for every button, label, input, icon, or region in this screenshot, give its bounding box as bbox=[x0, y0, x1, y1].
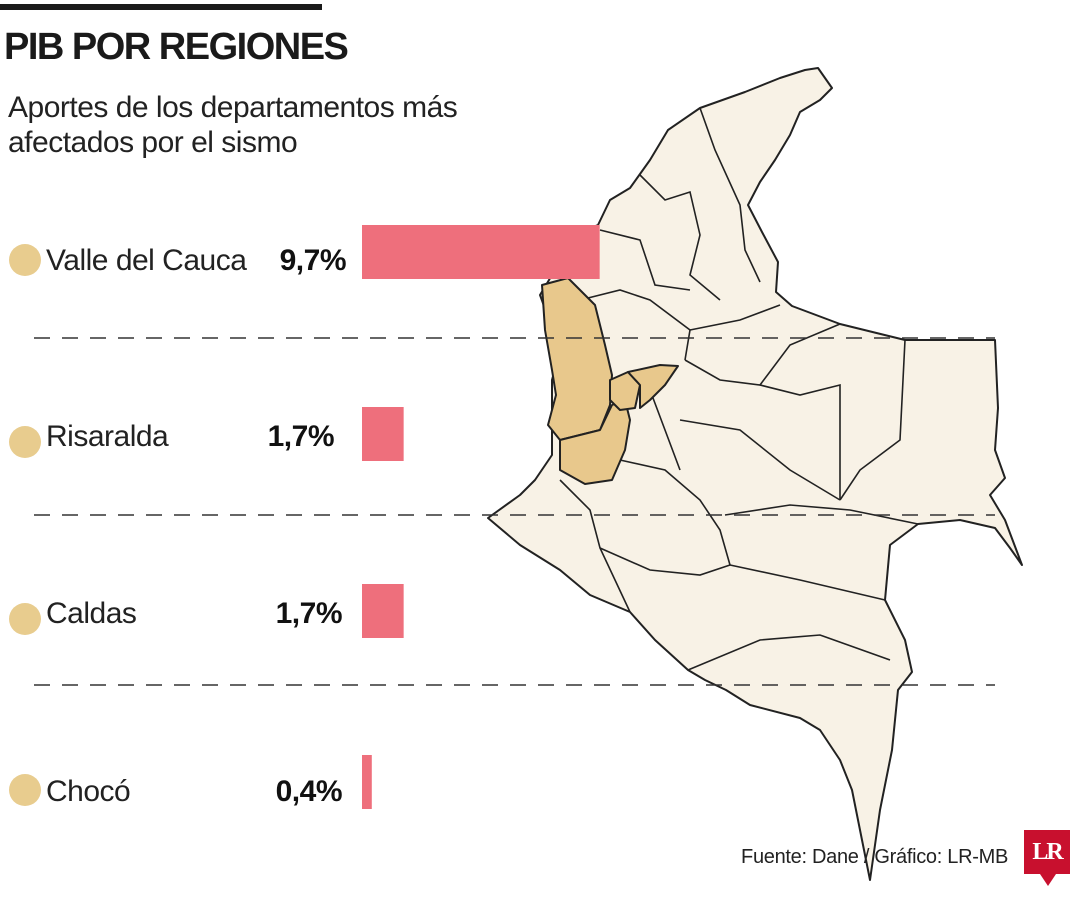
value-label-choco: 0,4% bbox=[275, 775, 343, 808]
value-label-caldas: 1,7% bbox=[275, 597, 343, 630]
chart-subtitle: Aportes de los departamentos más afectad… bbox=[8, 91, 458, 159]
bar-caldas bbox=[362, 584, 404, 638]
legend-dot-choco bbox=[9, 774, 41, 806]
category-label-valle-del-cauca: Valle del Cauca bbox=[46, 244, 247, 277]
bar-risaralda bbox=[362, 407, 404, 461]
bar-choco bbox=[362, 755, 372, 809]
legend-dot-caldas bbox=[9, 603, 41, 635]
chart-title: PIB POR REGIONES bbox=[4, 26, 349, 68]
lr-logo-tail bbox=[1040, 874, 1056, 886]
legend-dot-risaralda bbox=[9, 426, 41, 458]
bar-valle-del-cauca bbox=[362, 225, 600, 279]
caldas-highlight bbox=[627, 364, 679, 409]
top-rule bbox=[0, 4, 322, 10]
valle-del-cauca-highlight bbox=[559, 399, 631, 485]
lr-logo: LR bbox=[1024, 830, 1070, 874]
source-note: Fuente: Dane / Gráfico: LR-MB bbox=[741, 846, 1008, 868]
legend-dot-valle-del-cauca bbox=[9, 244, 41, 276]
internal-borders bbox=[559, 107, 919, 671]
value-label-valle-del-cauca: 9,7% bbox=[279, 244, 347, 277]
category-label-choco: Chocó bbox=[46, 775, 131, 808]
value-label-risaralda: 1,7% bbox=[267, 420, 335, 453]
category-label-risaralda: Risaralda bbox=[46, 420, 169, 453]
category-label-caldas: Caldas bbox=[46, 597, 137, 630]
